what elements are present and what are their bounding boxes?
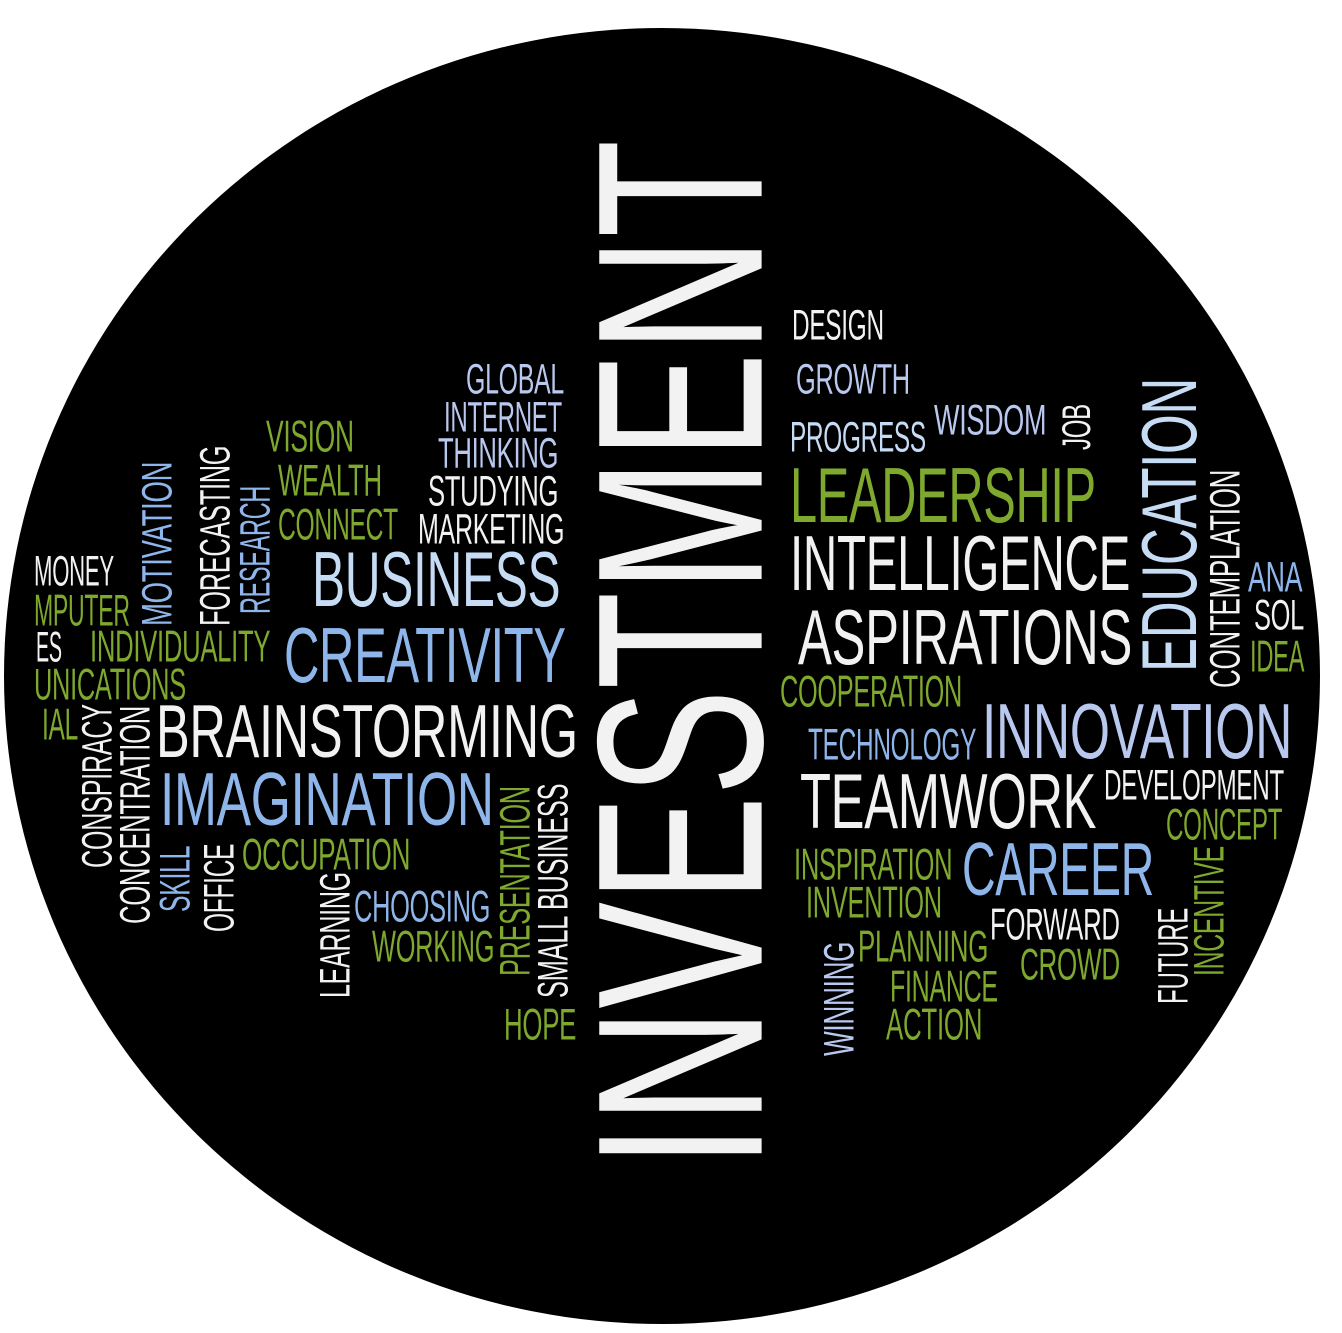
word-research: RESEARCH	[231, 486, 280, 614]
word-concept: CONCEPT	[1166, 799, 1283, 850]
word-sol: SOL	[1254, 591, 1304, 640]
word-crowd: CROWD	[1020, 939, 1120, 990]
word-wisdom: WISDOM	[934, 396, 1047, 445]
word-leadership: LEADERSHIP	[790, 451, 1096, 539]
word-inspiration: INSPIRATION	[794, 839, 953, 890]
word-cooperation: COOPERATION	[780, 666, 963, 717]
word-ial: IAL	[42, 699, 78, 750]
word-conspiracy: CONSPIRACY	[73, 704, 122, 868]
word-winning: WINNING	[815, 941, 864, 1056]
word-motivation: MOTIVATION	[133, 461, 182, 626]
word-contemplation: CONTEMPLATION	[1201, 469, 1250, 688]
word-thinking: THINKING	[438, 429, 559, 478]
word-design: DESIGN	[792, 301, 884, 350]
word-office: OFFICE	[195, 843, 244, 932]
word-connect: CONNECT	[278, 499, 398, 550]
word-es: ES	[36, 623, 62, 672]
word-idea: IDEA	[1250, 631, 1305, 682]
word-working: WORKING	[372, 921, 495, 972]
word-mputer: MPUTER	[34, 585, 130, 636]
word-imagination: IMAGINATION	[160, 757, 494, 842]
word-wealth: WEALTH	[278, 455, 382, 506]
word-unications: UNICATIONS	[34, 659, 186, 710]
word-learning: LEARNING	[311, 872, 360, 998]
word-aspirations: ASPIRATIONS	[798, 593, 1133, 681]
word-individuality: INDIVIDUALITY	[90, 621, 271, 672]
word-creativity: CREATIVITY	[284, 611, 566, 699]
word-teamwork: TEAMWORK	[800, 757, 1097, 845]
word-marketing: MARKETING	[418, 505, 565, 554]
word-choosing: CHOOSING	[354, 881, 491, 932]
word-occupation: OCCUPATION	[242, 829, 411, 880]
word-invention: INVENTION	[806, 877, 942, 928]
black-circle-background	[4, 28, 1320, 1324]
word-hope: HOPE	[504, 999, 577, 1050]
word-job: JOB	[1054, 404, 1100, 450]
word-incentive: INCENTIVE	[1185, 846, 1234, 976]
word-global: GLOBAL	[466, 355, 564, 404]
word-education: EDUCATION	[1125, 378, 1213, 672]
word-action: ACTION	[886, 999, 983, 1050]
word-brainstorming: BRAINSTORMING	[156, 689, 578, 774]
word-investment: INVESTMENT	[548, 140, 812, 1168]
word-vision: VISION	[266, 411, 354, 462]
word-growth: GROWTH	[796, 355, 910, 404]
word-intelligence: INTELLIGENCE	[790, 519, 1131, 607]
word-skill: SKILL	[151, 845, 200, 912]
word-ana: ANA	[1248, 553, 1303, 602]
word-technology: TECHNOLOGY	[808, 719, 977, 770]
word-development: DEVELOPMENT	[1104, 761, 1284, 810]
word-business: BUSINESS	[312, 535, 561, 623]
word-forward: FORWARD	[990, 899, 1120, 950]
word-internet: INTERNET	[444, 393, 562, 442]
word-studying: STUDYING	[428, 467, 559, 516]
word-innovation: INNOVATION	[982, 687, 1293, 775]
word-career: CAREER	[962, 827, 1155, 912]
word-finance: FINANCE	[890, 961, 998, 1012]
word-planning: PLANNING	[858, 921, 989, 972]
word-money: MONEY	[34, 547, 114, 596]
word-presentation: PRESENTATION	[491, 786, 540, 976]
word-progress: PROGRESS	[790, 413, 926, 462]
